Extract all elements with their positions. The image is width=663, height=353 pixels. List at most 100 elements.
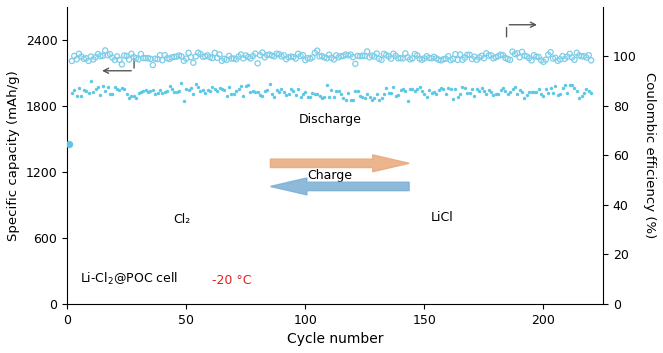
- Point: [102, 52, 113, 58]
- Point: [516, 89, 527, 95]
- Point: [483, 53, 494, 59]
- Point: [538, 93, 549, 98]
- Point: [274, 89, 284, 95]
- Point: [448, 96, 458, 102]
- Point: [531, 90, 542, 95]
- Point: [107, 91, 117, 97]
- Point: [105, 51, 115, 57]
- Point: [583, 52, 594, 58]
- Point: [359, 53, 370, 59]
- Point: [464, 52, 475, 58]
- Point: [243, 82, 253, 88]
- Point: [174, 88, 184, 94]
- Point: [507, 49, 518, 54]
- Point: [202, 53, 213, 58]
- Point: [136, 89, 147, 95]
- Point: [186, 54, 196, 60]
- Point: [281, 92, 292, 98]
- Y-axis label: Coulombic efficiency (%): Coulombic efficiency (%): [643, 72, 656, 239]
- Point: [581, 86, 591, 92]
- Point: [443, 85, 453, 90]
- Point: [455, 91, 465, 97]
- Point: [245, 56, 256, 61]
- Point: [367, 53, 377, 59]
- Point: [422, 53, 432, 59]
- Point: [312, 92, 322, 97]
- Point: [219, 87, 229, 92]
- Point: [414, 56, 425, 61]
- Point: [129, 54, 139, 60]
- Point: [267, 91, 277, 97]
- Point: [576, 93, 587, 98]
- Point: [121, 91, 132, 97]
- Point: [376, 95, 387, 100]
- Point: [238, 93, 249, 99]
- Point: [235, 83, 246, 89]
- Point: [126, 51, 137, 56]
- Point: [369, 54, 380, 59]
- Point: [124, 95, 135, 101]
- Point: [350, 61, 361, 67]
- Point: [219, 56, 229, 62]
- Point: [381, 52, 392, 58]
- Point: [333, 54, 344, 60]
- Point: [467, 56, 477, 62]
- Point: [241, 83, 251, 89]
- Point: [338, 95, 349, 101]
- Point: [174, 53, 184, 58]
- Point: [545, 85, 556, 91]
- Point: [159, 90, 170, 95]
- Point: [333, 89, 344, 94]
- Point: [312, 48, 322, 53]
- Text: Li-Cl$_2$@POC cell: Li-Cl$_2$@POC cell: [80, 271, 178, 287]
- Point: [534, 54, 544, 60]
- Point: [326, 55, 337, 61]
- Point: [369, 95, 380, 100]
- Point: [491, 91, 501, 97]
- Point: [233, 54, 244, 59]
- Point: [419, 91, 430, 96]
- Point: [223, 53, 234, 59]
- Point: [181, 86, 192, 91]
- Point: [159, 52, 170, 58]
- Point: [271, 87, 282, 93]
- Point: [495, 52, 506, 58]
- Point: [426, 55, 437, 61]
- Point: [162, 88, 172, 94]
- Point: [231, 56, 241, 62]
- Point: [567, 55, 577, 60]
- Text: LiCl: LiCl: [431, 211, 453, 224]
- Point: [288, 88, 298, 94]
- Point: [364, 94, 375, 100]
- Point: [143, 89, 153, 95]
- Point: [579, 90, 589, 96]
- Point: [241, 53, 251, 58]
- Point: [500, 55, 511, 61]
- Point: [586, 90, 597, 96]
- Point: [322, 55, 332, 61]
- Point: [276, 54, 287, 59]
- Point: [221, 93, 232, 98]
- Point: [428, 90, 439, 95]
- Point: [407, 55, 418, 61]
- Point: [335, 53, 346, 59]
- Point: [450, 52, 461, 57]
- Point: [247, 53, 258, 59]
- Point: [314, 54, 325, 59]
- Point: [176, 54, 187, 59]
- Point: [210, 86, 220, 92]
- Point: [305, 94, 316, 100]
- Point: [152, 90, 163, 96]
- Point: [193, 50, 204, 55]
- Point: [371, 91, 382, 97]
- Point: [335, 91, 346, 97]
- Point: [188, 91, 199, 97]
- Point: [364, 54, 375, 60]
- Point: [88, 56, 99, 62]
- Point: [531, 54, 542, 60]
- Point: [217, 86, 227, 91]
- Point: [486, 89, 497, 95]
- Text: Cl₂: Cl₂: [174, 213, 191, 226]
- Point: [495, 88, 506, 93]
- Point: [145, 89, 156, 94]
